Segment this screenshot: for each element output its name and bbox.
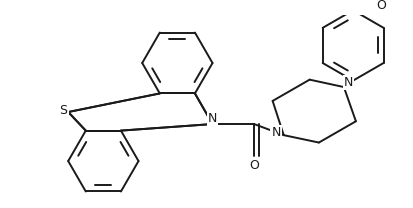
Text: O: O: [376, 0, 386, 12]
Text: O: O: [249, 159, 259, 172]
Text: N: N: [272, 126, 281, 139]
Text: N: N: [208, 112, 217, 125]
Text: S: S: [59, 104, 68, 117]
Text: N: N: [344, 76, 353, 89]
